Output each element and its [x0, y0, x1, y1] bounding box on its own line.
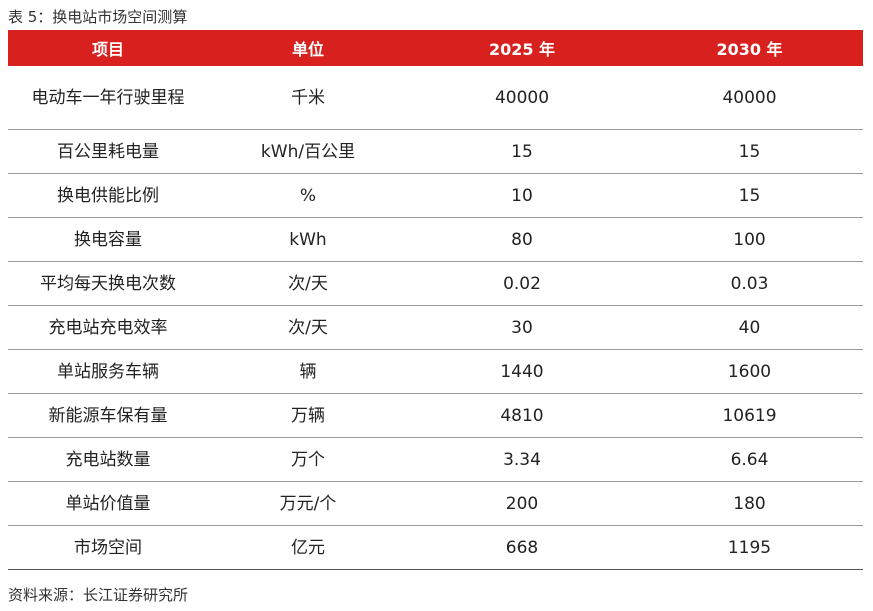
- table-row: 新能源车保有量 万辆 4810 10619: [8, 393, 863, 438]
- source-note: 资料来源：长江证券研究所: [8, 586, 189, 604]
- row-value-2030: 180: [636, 481, 863, 526]
- table-row: 换电供能比例 % 10 15: [8, 173, 863, 218]
- row-unit: %: [208, 173, 408, 218]
- row-label: 市场空间: [8, 525, 208, 570]
- row-unit: kWh: [208, 217, 408, 262]
- row-label: 平均每天换电次数: [8, 261, 208, 306]
- row-value-2025: 668: [408, 525, 636, 570]
- row-value-2025: 30: [408, 305, 636, 350]
- table-row: 充电站数量 万个 3.34 6.64: [8, 437, 863, 482]
- column-header-unit: 单位: [208, 30, 408, 66]
- table-row: 换电容量 kWh 80 100: [8, 217, 863, 262]
- row-value-2025: 10: [408, 173, 636, 218]
- table-row: 平均每天换电次数 次/天 0.02 0.03: [8, 261, 863, 306]
- column-header-2025: 2025 年: [408, 30, 636, 66]
- row-value-2025: 15: [408, 129, 636, 174]
- table-row: 市场空间 亿元 668 1195: [8, 525, 863, 570]
- row-value-2030: 40000: [636, 66, 863, 130]
- row-value-2030: 100: [636, 217, 863, 262]
- table-row: 充电站充电效率 次/天 30 40: [8, 305, 863, 350]
- table-row: 百公里耗电量 kWh/百公里 15 15: [8, 129, 863, 174]
- row-label: 充电站充电效率: [8, 305, 208, 350]
- row-value-2030: 15: [636, 129, 863, 174]
- row-label: 单站价值量: [8, 481, 208, 526]
- row-value-2025: 4810: [408, 393, 636, 438]
- row-unit: 万元/个: [208, 481, 408, 526]
- row-label: 百公里耗电量: [8, 129, 208, 174]
- row-value-2030: 10619: [636, 393, 863, 438]
- row-value-2025: 3.34: [408, 437, 636, 482]
- row-value-2030: 1195: [636, 525, 863, 570]
- row-unit: 辆: [208, 349, 408, 394]
- row-label: 新能源车保有量: [8, 393, 208, 438]
- row-value-2030: 15: [636, 173, 863, 218]
- row-unit: kWh/百公里: [208, 129, 408, 174]
- column-header-2030: 2030 年: [636, 30, 863, 66]
- table-row: 单站价值量 万元/个 200 180: [8, 481, 863, 526]
- row-value-2030: 1600: [636, 349, 863, 394]
- row-label: 充电站数量: [8, 437, 208, 482]
- row-unit: 次/天: [208, 305, 408, 350]
- table-row: 电动车一年行驶里程 千米 40000 40000: [8, 66, 863, 130]
- market-space-table: 项目 单位 2025 年 2030 年 电动车一年行驶里程 千米 40000 4…: [8, 30, 863, 570]
- row-value-2025: 1440: [408, 349, 636, 394]
- column-header-item: 项目: [8, 30, 208, 66]
- row-value-2025: 200: [408, 481, 636, 526]
- row-label: 换电供能比例: [8, 173, 208, 218]
- row-value-2025: 0.02: [408, 261, 636, 306]
- row-unit: 万辆: [208, 393, 408, 438]
- table-caption: 表 5：换电站市场空间测算: [8, 8, 188, 26]
- row-value-2025: 40000: [408, 66, 636, 130]
- row-unit: 千米: [208, 66, 408, 130]
- row-value-2025: 80: [408, 217, 636, 262]
- row-value-2030: 0.03: [636, 261, 863, 306]
- row-unit: 次/天: [208, 261, 408, 306]
- row-value-2030: 40: [636, 305, 863, 350]
- row-unit: 万个: [208, 437, 408, 482]
- table-row: 单站服务车辆 辆 1440 1600: [8, 349, 863, 394]
- row-label: 单站服务车辆: [8, 349, 208, 394]
- row-label: 换电容量: [8, 217, 208, 262]
- table-header-row: 项目 单位 2025 年 2030 年: [8, 30, 863, 66]
- row-unit: 亿元: [208, 525, 408, 570]
- row-value-2030: 6.64: [636, 437, 863, 482]
- row-label: 电动车一年行驶里程: [8, 66, 208, 130]
